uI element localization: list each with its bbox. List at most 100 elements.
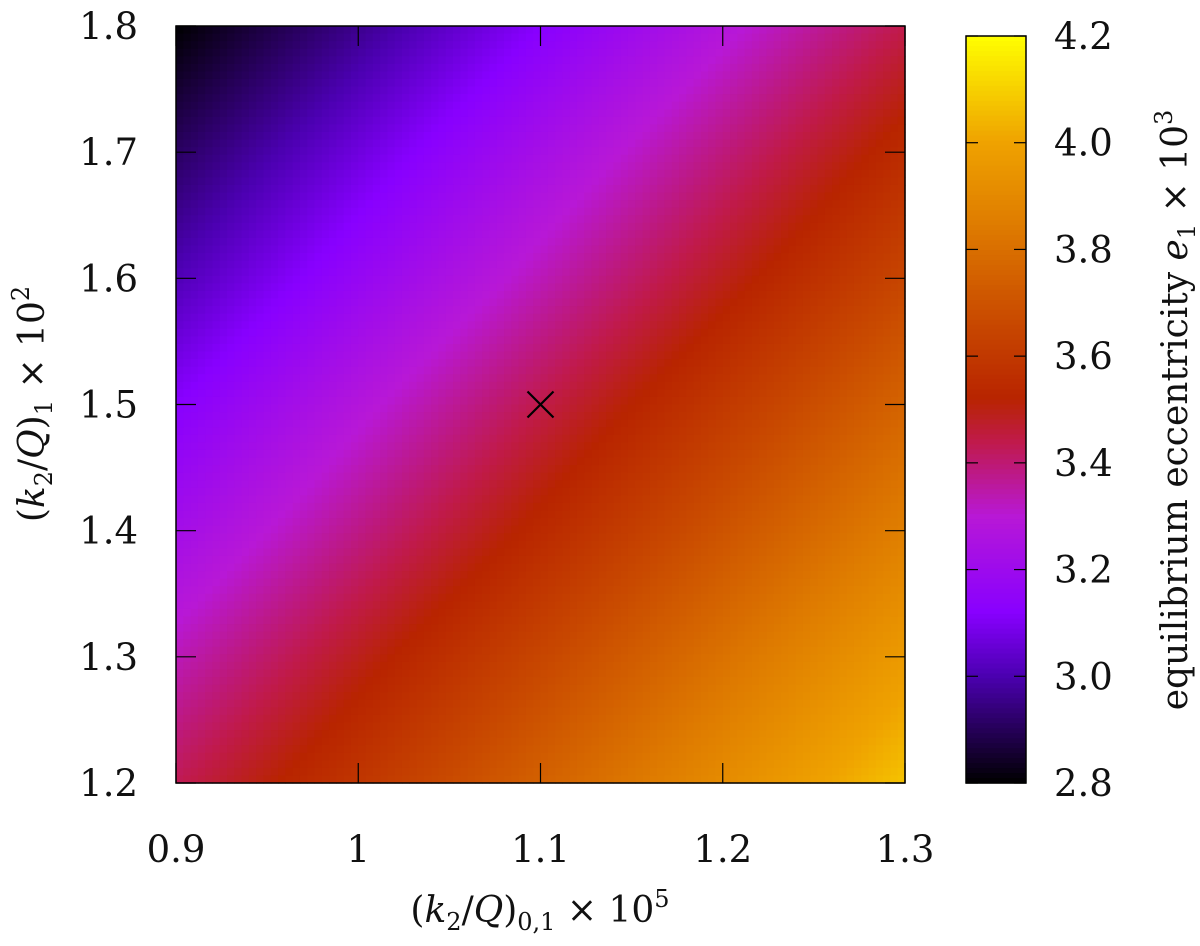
- heatmap-cell: [299, 116, 308, 126]
- heatmap-cell: [555, 63, 563, 73]
- heatmap-cell: [897, 139, 906, 148]
- heatmap-cell: [759, 336, 768, 345]
- heatmap-cell: [205, 56, 214, 65]
- heatmap-cell: [751, 41, 760, 50]
- heatmap-cell: [314, 86, 323, 95]
- heatmap-cell: [423, 283, 432, 292]
- heatmap-cell: [525, 116, 534, 126]
- heatmap-cell: [547, 177, 556, 186]
- heatmap-cell: [358, 306, 367, 315]
- heatmap-cell: [883, 245, 892, 254]
- heatmap-cell: [431, 222, 440, 231]
- heatmap-cell: [263, 63, 272, 73]
- heatmap-cell: [861, 275, 870, 284]
- heatmap-cell: [409, 290, 418, 300]
- heatmap-cell: [649, 131, 658, 141]
- heatmap-cell: [219, 298, 228, 307]
- heatmap-cell: [744, 381, 753, 390]
- heatmap-cell: [372, 192, 381, 201]
- heatmap-cell: [511, 116, 520, 126]
- heatmap-cell: [613, 374, 622, 383]
- heatmap-cell: [547, 366, 556, 375]
- heatmap-cell: [285, 154, 294, 163]
- heatmap-cell: [278, 253, 286, 262]
- heatmap-cell: [744, 343, 753, 353]
- heatmap-cell: [861, 63, 870, 73]
- heatmap-cell: [299, 86, 308, 95]
- heatmap-cell: [693, 290, 702, 300]
- heatmap-cell: [292, 169, 301, 178]
- heatmap-cell: [248, 131, 257, 141]
- heatmap-cell: [540, 343, 549, 353]
- heatmap-cell: [190, 374, 199, 383]
- heatmap-cell: [336, 313, 345, 322]
- heatmap-cell: [358, 275, 367, 284]
- heatmap-cell: [350, 306, 359, 315]
- heatmap-cell: [671, 169, 680, 178]
- heatmap-cell: [802, 253, 811, 262]
- heatmap-cell: [547, 41, 556, 50]
- heatmap-cell: [627, 78, 636, 88]
- heatmap-cell: [423, 154, 432, 163]
- heatmap-cell: [744, 94, 753, 103]
- heatmap-cell: [387, 26, 396, 35]
- heatmap-cell: [401, 396, 410, 406]
- heatmap-cell: [256, 290, 265, 300]
- heatmap-cell: [299, 343, 308, 353]
- heatmap-cell: [358, 336, 367, 345]
- heatmap-cell: [336, 71, 345, 80]
- heatmap-cell: [802, 200, 811, 209]
- heatmap-cell: [839, 33, 848, 42]
- heatmap-cell: [547, 154, 556, 163]
- heatmap-cell: [511, 26, 520, 35]
- heatmap-cell: [183, 290, 192, 300]
- heatmap-cell: [722, 116, 731, 126]
- heatmap-cell: [540, 63, 549, 73]
- heatmap-cell: [730, 381, 738, 390]
- heatmap-cell: [715, 343, 724, 353]
- heatmap-cell: [518, 207, 527, 216]
- heatmap-cell: [627, 48, 636, 57]
- heatmap-cell: [241, 200, 250, 209]
- heatmap-cell: [387, 275, 396, 284]
- heatmap-cell: [795, 359, 804, 368]
- heatmap-cell: [598, 215, 607, 224]
- heatmap-cell: [336, 396, 345, 406]
- heatmap-cell: [759, 290, 768, 300]
- heatmap-cell: [795, 184, 804, 194]
- heatmap-cell: [248, 336, 257, 345]
- heatmap-cell: [453, 71, 461, 80]
- heatmap-cell: [875, 245, 884, 254]
- heatmap-cell: [649, 389, 658, 398]
- heatmap-cell: [270, 86, 279, 95]
- heatmap-cell: [569, 336, 578, 345]
- heatmap-cell: [343, 396, 352, 406]
- heatmap-cell: [350, 222, 359, 231]
- heatmap-cell: [897, 222, 906, 231]
- heatmap-cell: [540, 230, 549, 239]
- heatmap-cell: [627, 245, 636, 254]
- heatmap-cell: [722, 101, 731, 110]
- heatmap-cell: [708, 41, 717, 50]
- heatmap-cell: [802, 131, 811, 141]
- heatmap-cell: [861, 162, 870, 171]
- heatmap-cell: [547, 56, 556, 65]
- heatmap-cell: [511, 321, 520, 330]
- heatmap-cell: [380, 328, 389, 337]
- heatmap-cell: [715, 389, 724, 398]
- heatmap-cell: [219, 374, 228, 383]
- heatmap-cell: [853, 116, 862, 126]
- heatmap-cell: [679, 321, 687, 330]
- heatmap-cell: [190, 116, 199, 126]
- heatmap-cell: [875, 94, 884, 103]
- heatmap-cell: [525, 154, 534, 163]
- heatmap-cell: [547, 71, 556, 80]
- heatmap-cell: [540, 200, 549, 209]
- heatmap-cell: [380, 268, 389, 277]
- heatmap-cell: [853, 26, 862, 35]
- heatmap-cell: [802, 306, 811, 315]
- heatmap-cell: [401, 33, 410, 42]
- heatmap-cell: [730, 139, 738, 148]
- heatmap-cell: [460, 290, 469, 300]
- heatmap-cell: [380, 78, 389, 88]
